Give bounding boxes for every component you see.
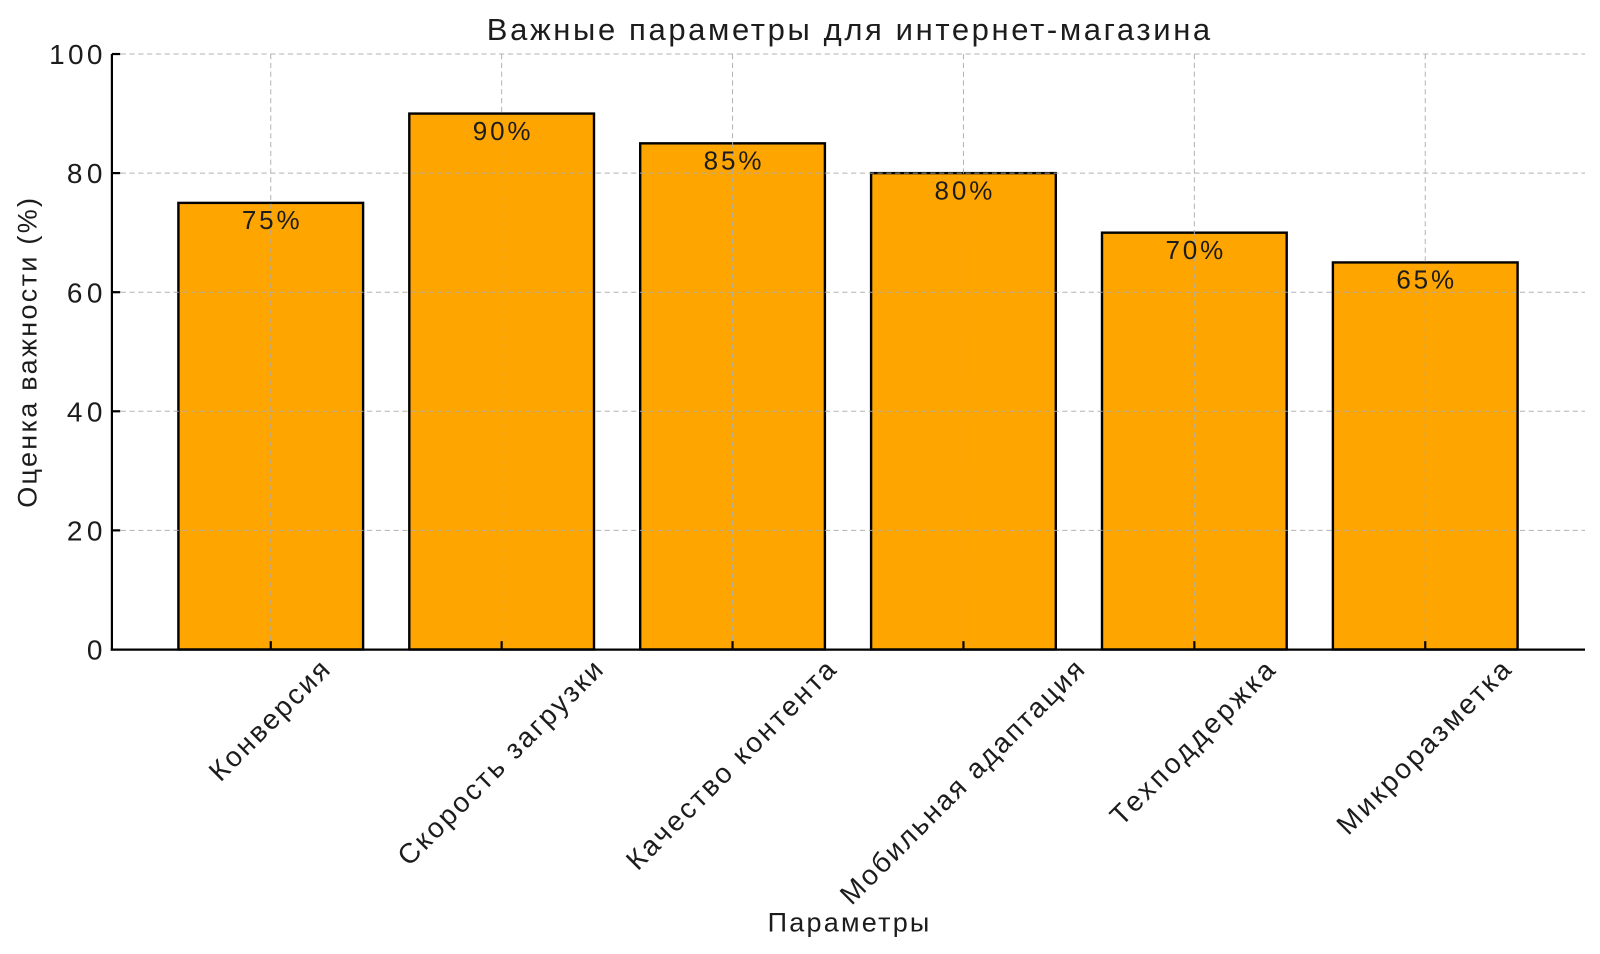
svg-text:Важные параметры для интернет-: Важные параметры для интернет-магазина bbox=[487, 12, 1213, 47]
svg-text:80: 80 bbox=[67, 158, 107, 189]
svg-text:20: 20 bbox=[67, 515, 107, 546]
svg-text:60: 60 bbox=[67, 277, 107, 308]
svg-text:65%: 65% bbox=[1396, 265, 1457, 295]
svg-text:Оценка важности (%): Оценка важности (%) bbox=[12, 196, 42, 508]
svg-text:70%: 70% bbox=[1165, 235, 1226, 265]
svg-text:Параметры: Параметры bbox=[768, 908, 932, 938]
svg-text:80%: 80% bbox=[935, 175, 996, 205]
svg-text:100: 100 bbox=[49, 39, 106, 70]
svg-text:90%: 90% bbox=[473, 116, 534, 146]
svg-text:75%: 75% bbox=[242, 205, 303, 235]
svg-text:0: 0 bbox=[87, 635, 103, 666]
svg-text:40: 40 bbox=[67, 396, 107, 427]
svg-text:85%: 85% bbox=[704, 146, 765, 176]
